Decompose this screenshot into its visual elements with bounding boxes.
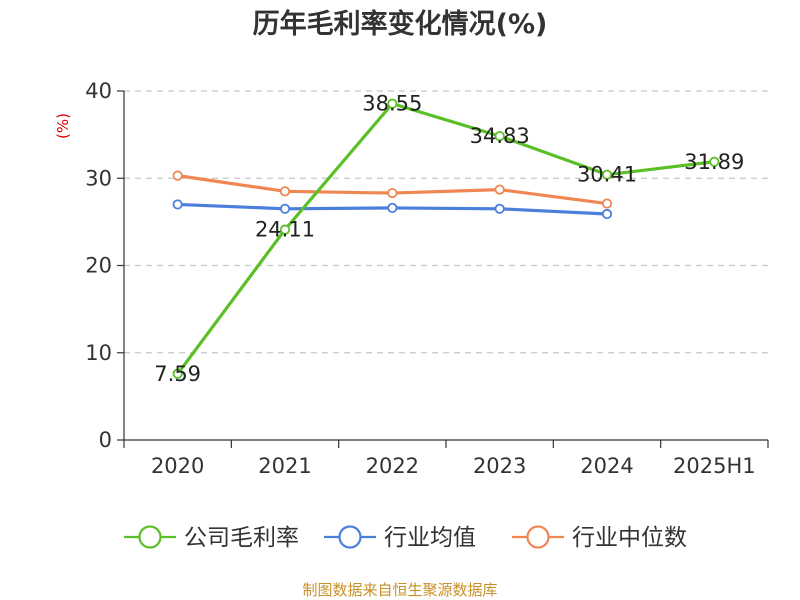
data-label: 38.55 [362, 92, 422, 116]
x-tick-label: 2023 [473, 454, 526, 478]
data-point [709, 156, 720, 167]
data-point [172, 199, 183, 210]
legend-marker-icon [338, 525, 362, 549]
legend-label: 行业中位数 [572, 525, 687, 551]
y-tick-label: 0 [99, 428, 112, 452]
data-label: 30.41 [577, 163, 637, 187]
data-label: 31.89 [684, 150, 744, 174]
data-point [387, 98, 398, 109]
gridlines [124, 90, 768, 354]
legend-item[interactable]: 行业中位数 [512, 525, 687, 551]
data-point [172, 170, 183, 181]
data-point [494, 131, 505, 142]
x-tick-label: 2021 [258, 454, 311, 478]
data-label: 34.83 [470, 124, 530, 148]
legend-label: 行业均值 [384, 525, 476, 551]
x-tick-label: 2025H1 [673, 454, 756, 478]
data-point [494, 184, 505, 195]
data-point [387, 187, 398, 199]
x-tick-label: 2022 [366, 454, 419, 478]
data-label: 7.59 [154, 362, 201, 386]
legend-label: 公司毛利率 [184, 525, 299, 551]
source-note: 制图数据来自恒生聚源数据库 [302, 581, 497, 599]
data-point [601, 208, 613, 220]
data-point [494, 203, 505, 214]
data-point [279, 224, 291, 235]
y-tick-label: 10 [85, 341, 112, 365]
data-label: 24.11 [255, 218, 315, 242]
chart-title: 历年毛利率变化情况(%) [253, 8, 548, 40]
legend-item[interactable]: 公司毛利率 [124, 525, 299, 551]
legend[interactable]: 公司毛利率 行业均值 行业中位数 [124, 525, 687, 551]
series-lines [172, 98, 720, 379]
data-point [172, 368, 183, 379]
data-labels: 7.59 24.11 38.55 34.83 30.41 31.89 [154, 92, 744, 386]
y-tick-label: 20 [85, 254, 112, 278]
y-tick-label: 40 [85, 79, 112, 103]
legend-marker-icon [138, 525, 162, 549]
legend-marker-icon [526, 525, 550, 549]
data-point [601, 169, 613, 180]
data-point [387, 202, 398, 214]
series-line [176, 102, 716, 376]
y-tick-label: 30 [85, 166, 112, 190]
x-tick-label: 2020 [151, 454, 204, 478]
legend-item[interactable]: 行业均值 [324, 525, 476, 551]
data-point [279, 186, 291, 197]
data-point [279, 203, 291, 214]
y-axis-label: (%) [54, 113, 72, 139]
axes: 0 10 20 30 40 2020 2021 2022 2023 2024 2025H1 [85, 79, 769, 478]
data-point [601, 198, 613, 209]
x-tick-label: 2024 [580, 454, 633, 478]
